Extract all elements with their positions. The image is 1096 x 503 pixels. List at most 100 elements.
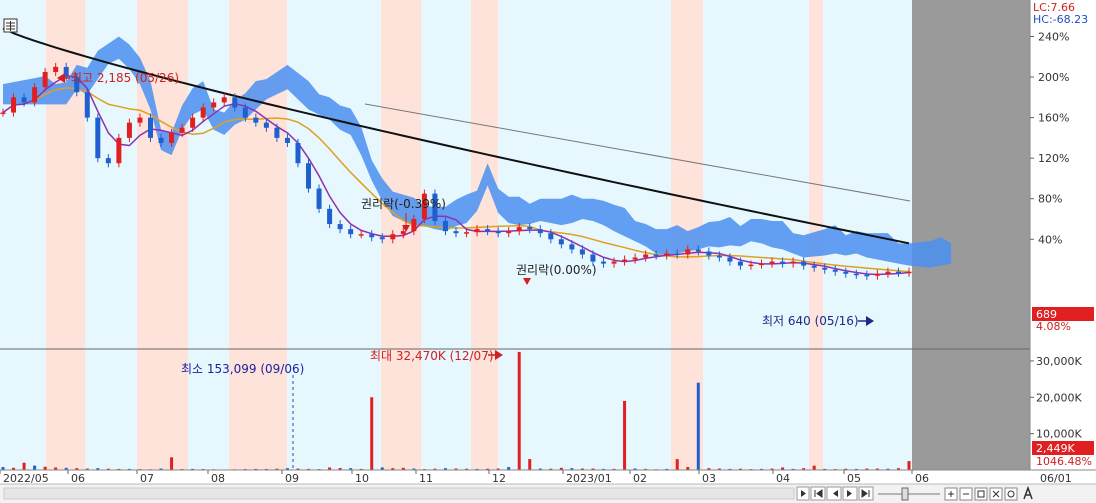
date-tick-label: 02: [633, 472, 647, 485]
volume-bar: [454, 468, 458, 470]
candle: [748, 264, 754, 267]
candle: [105, 158, 111, 164]
candle: [274, 127, 280, 138]
candle: [390, 234, 396, 240]
candle: [569, 244, 575, 250]
candle: [643, 254, 649, 258]
candle: [369, 234, 375, 238]
volume-bar: [349, 468, 353, 470]
volume-bar: [549, 468, 553, 470]
last-page-button[interactable]: [858, 486, 874, 501]
fullscreen-icon[interactable]: [989, 487, 1003, 501]
candle: [232, 97, 238, 108]
candle: [685, 249, 691, 255]
candle: [32, 87, 38, 103]
price-axis: 240% 200% 160% 120% 80% 40%: [1030, 30, 1069, 246]
volume-bar: [570, 468, 574, 470]
volume-bar: [707, 468, 711, 470]
candle: [411, 218, 417, 232]
volume-bar: [686, 467, 690, 470]
volume-bar: [854, 468, 858, 470]
first-page-button[interactable]: [810, 486, 826, 501]
volume-bar: [307, 468, 311, 470]
volume-bar: [886, 468, 890, 470]
volume-axis: 30,000K 20,000K 10,000K: [1030, 355, 1082, 441]
candle: [11, 97, 17, 113]
candle: [327, 208, 333, 225]
rights2-annotation-label: 권리락(0.00%): [516, 263, 597, 277]
candle: [885, 271, 891, 274]
candle: [759, 263, 765, 266]
volume-bar: [380, 467, 384, 470]
menu-icon[interactable]: [3, 18, 18, 33]
candle: [337, 224, 343, 230]
candle: [221, 97, 227, 103]
candle: [737, 261, 743, 266]
candle: [474, 229, 480, 233]
candle: [421, 193, 427, 219]
rights2-annotation: 권리락(0.00%): [516, 263, 597, 285]
candle: [674, 253, 680, 255]
current-price-box: [1032, 307, 1094, 321]
prev-page-button[interactable]: [826, 486, 842, 501]
volume-bar: [296, 468, 300, 470]
volume-bar: [338, 468, 342, 470]
lc-label: LC:7.66: [1033, 1, 1075, 14]
fit-icon[interactable]: [974, 487, 988, 501]
candle: [147, 117, 153, 138]
candle: [853, 273, 859, 276]
volume-bar: [264, 468, 268, 470]
candle: [548, 233, 554, 240]
price-tick-label: 80%: [1038, 193, 1062, 206]
month-band: [421, 0, 471, 470]
volume-bar: [275, 468, 279, 470]
volume-bar: [22, 462, 26, 470]
price-tick-label: 240%: [1038, 30, 1069, 43]
high-annotation-label: 최고 2,185 (05/26): [71, 71, 179, 85]
volume-bar: [580, 468, 584, 470]
month-band: [0, 0, 46, 470]
candle: [632, 257, 638, 260]
candle: [801, 261, 807, 266]
volume-bar: [191, 468, 195, 470]
volume-bar: [696, 382, 700, 470]
volume-bar: [85, 468, 89, 470]
date-tick-label: 08: [211, 472, 225, 485]
zoom-out-icon[interactable]: [959, 487, 973, 501]
volume-bar: [401, 467, 405, 470]
vol-max-annotation: 최대 32,470K (12/07): [370, 349, 503, 363]
high-annotation: 최고 2,185 (05/26): [57, 71, 179, 85]
candle: [769, 261, 775, 264]
candle: [126, 122, 132, 138]
volume-bar: [644, 468, 648, 470]
next-page-button[interactable]: [842, 486, 858, 501]
candle: [137, 117, 143, 123]
candle: [200, 107, 206, 118]
volume-bar: [359, 468, 363, 470]
candle: [790, 261, 796, 264]
scroll-right-button[interactable]: [796, 486, 810, 501]
zoom-slider[interactable]: [878, 487, 940, 501]
scroll-track[interactable]: [3, 487, 795, 500]
volume-tick-label: 20,000K: [1036, 391, 1082, 404]
price-tick-label: 40%: [1038, 233, 1062, 246]
rights-annotation: 권리락(-0.39%): [361, 197, 446, 232]
candle: [558, 239, 564, 245]
candle: [442, 221, 448, 232]
candle: [864, 274, 870, 277]
settings-icon[interactable]: [1004, 487, 1018, 501]
date-tick-label: 2023/01: [566, 472, 612, 485]
candle: [485, 229, 491, 232]
candle: [895, 271, 901, 274]
volume-bar: [738, 468, 742, 470]
candles: [0, 62, 912, 280]
candle: [906, 271, 912, 274]
zoom-in-icon[interactable]: [944, 487, 958, 501]
text-tool-icon[interactable]: [1023, 485, 1033, 500]
volume-bar: [791, 468, 795, 470]
date-tick-label: 06: [915, 472, 929, 485]
future-gray-area: [912, 0, 1030, 470]
right-date-label: 06/01: [1040, 472, 1072, 485]
date-tick-label: 2022/05: [3, 472, 49, 485]
